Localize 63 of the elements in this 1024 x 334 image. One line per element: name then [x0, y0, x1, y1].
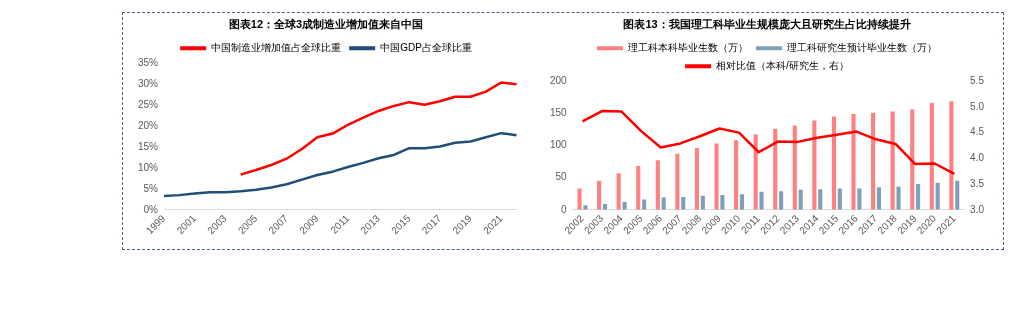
legend-label: 中国制造业增加值占全球比重 — [211, 41, 342, 53]
y2-tick-label: 3.5 — [970, 177, 985, 189]
y-tick-label: 30% — [138, 77, 159, 89]
bar — [876, 187, 882, 210]
chart-title: 图表13：我国理工科毕业生规模庞大且研究生占比持续提升 — [623, 17, 911, 30]
bar — [812, 120, 817, 210]
legend-label: 相对比值（本科/研究生，右） — [716, 59, 849, 71]
bar — [622, 202, 627, 210]
y2-tick-label: 4.5 — [970, 126, 985, 138]
legend-label: 中国GDP占全球比重 — [380, 41, 472, 53]
y-tick-label: 20% — [138, 119, 159, 131]
bar — [577, 188, 582, 210]
y-tick-label: 35% — [138, 56, 159, 68]
y-tick-label: 100 — [550, 139, 568, 151]
bar — [949, 101, 954, 210]
y-tick-label: 150 — [550, 107, 568, 119]
bar — [779, 191, 784, 210]
bar — [910, 109, 915, 210]
bar — [955, 180, 960, 210]
y-tick-label: 15% — [138, 140, 159, 152]
bar — [890, 111, 895, 210]
y-tick-label: 25% — [138, 98, 159, 110]
y-tick-label: 0% — [143, 203, 159, 215]
bar — [792, 125, 797, 210]
bar — [681, 196, 686, 210]
y2-tick-label: 5.0 — [970, 100, 985, 112]
y-tick-label: 50 — [555, 171, 568, 183]
bar — [734, 140, 739, 210]
bar — [831, 116, 837, 210]
bar — [896, 186, 901, 210]
bar — [700, 195, 705, 210]
bar — [818, 189, 823, 210]
bar — [714, 143, 719, 210]
bar — [798, 189, 803, 210]
bar — [597, 180, 602, 210]
bar — [773, 128, 778, 210]
y-tick-label: 200 — [550, 74, 568, 86]
bar — [636, 166, 641, 210]
bar — [935, 182, 940, 210]
bar — [759, 191, 764, 210]
y-tick-label: 0 — [561, 203, 568, 215]
bar — [871, 112, 876, 210]
legend-label: 理工科本科毕业生数（万） — [628, 41, 748, 53]
bar — [642, 199, 647, 210]
bar — [929, 103, 934, 210]
chart-title: 图表12：全球3成制造业增加值来自中国 — [228, 17, 424, 30]
bar — [916, 184, 921, 210]
y2-tick-label: 5.5 — [970, 74, 985, 86]
y-tick-label: 10% — [138, 161, 159, 173]
y2-tick-label: 3.0 — [970, 203, 985, 215]
y2-tick-label: 4.0 — [970, 152, 985, 164]
bar — [694, 148, 700, 210]
bar — [837, 188, 842, 210]
bar — [616, 173, 621, 210]
bar — [753, 134, 758, 210]
legend-label: 理工科研究生预计毕业生数（万） — [787, 41, 937, 53]
bar — [720, 195, 725, 210]
bar — [739, 194, 745, 210]
bar — [675, 153, 680, 210]
bar — [655, 160, 660, 210]
y-tick-label: 5% — [143, 182, 159, 194]
bar — [857, 188, 862, 210]
bar — [851, 113, 856, 210]
